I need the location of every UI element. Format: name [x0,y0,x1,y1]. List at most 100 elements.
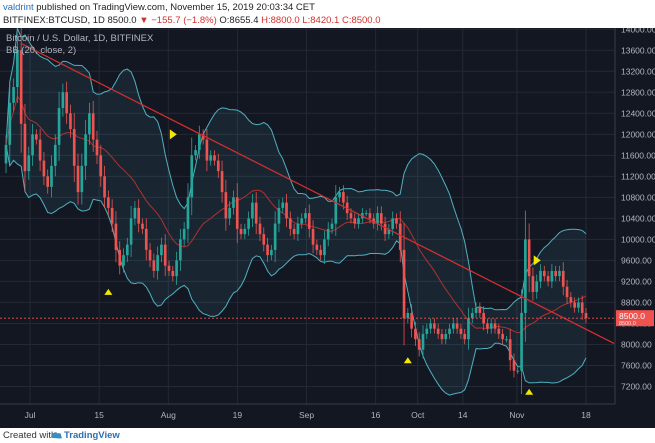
candle-body [285,202,288,219]
grid-lines [0,28,615,408]
candle-body [156,255,159,271]
candle-body [118,249,122,266]
y-tick-label: 8000.00 [621,339,652,349]
candle-body [493,323,497,329]
candle-body [31,134,34,156]
marker-triangle-right [169,129,177,140]
candle-body [266,244,269,256]
candle-body [391,218,394,229]
y-tick-label: 8800.00 [621,297,652,307]
candle-body [148,249,152,261]
candle-body [194,150,197,156]
candle-body [527,239,531,277]
candle-body [103,176,106,198]
candles [4,28,588,395]
candle-body [46,176,50,187]
candle-body [501,333,504,340]
band-lower [5,144,587,396]
candle-body [395,218,398,224]
chart-panel[interactable]: 6800.007200.007600.008000.008400.008800.… [0,28,655,428]
price-change: ▼ −155.7 (−1.8%) [139,15,217,26]
candle-body [235,197,239,229]
y-tick-label: 9200.00 [621,276,652,286]
candle-body [330,223,334,229]
x-tick-label: Nov [509,410,525,420]
candle-body [80,165,84,193]
candle-body [16,50,19,88]
chart-header: valdrint published on TradingView.com, N… [0,0,655,28]
candle-body [186,197,190,229]
candle-body [577,302,580,308]
y-tick-label: 11600.00 [621,150,655,160]
candle-body [251,202,254,219]
candle-body [23,123,27,172]
candle-body [436,328,440,334]
ohlc-open: O:8655.4 [219,15,259,26]
candle-body [520,312,523,371]
candle-body [57,108,61,145]
candle-body [228,207,231,219]
candle-body [84,134,87,166]
candle-body [213,155,216,161]
candle-body [535,281,539,292]
candle-body [4,144,8,164]
chart-title: Bitcoin / U.S. Dollar, 1D, BITFINEX [6,33,154,44]
tradingview-brand-link[interactable]: TradingView [64,430,120,441]
candle-body [110,207,114,224]
candle-body [216,160,220,172]
candle-body [421,333,425,350]
candle-body [99,155,103,177]
username-link[interactable]: valdrint [3,2,34,13]
candle-body [247,218,250,229]
candle-body [349,213,353,219]
x-tick-label: 15 [94,410,104,420]
candle-body [315,244,319,250]
candle-body [516,370,520,372]
candle-body [133,207,137,219]
candle-body [387,228,391,235]
candle-body [531,276,535,292]
symbol-line: BITFINEX:BTCUSD, 1D 8500.0 ▼ −155.7 (−1.… [3,15,381,26]
candle-body [470,312,474,319]
candle-body [91,113,95,140]
y-tick-label: 13600.00 [621,45,655,55]
candle-body [220,171,224,193]
candle-body [383,223,387,235]
footer: Created with TradingView [0,428,655,443]
candle-body [451,323,455,329]
publish-line: valdrint published on TradingView.com, N… [3,2,315,13]
candle-body [440,333,444,340]
candle-body [171,270,175,277]
y-tick-label: 7200.00 [621,381,652,391]
marker-triangle-up [403,357,412,364]
price-chart[interactable]: 6800.007200.007600.008000.008400.008800.… [0,28,655,428]
x-tick-label: Oct [411,410,425,420]
candle-body [554,270,557,277]
candle-body [38,139,42,161]
y-tick-label: 11200.00 [621,171,655,181]
ohlc-low: L:8420.1 [302,15,340,26]
candle-body [524,239,527,313]
candle-body [27,155,31,172]
candle-body [455,323,459,329]
last-price-tag-bg [616,310,654,327]
candle-body [209,155,213,161]
indicator-label: BB (20, close, 2) [6,45,76,56]
x-tick-label: Jul [25,410,36,420]
candle-body [307,213,311,229]
candle-body [107,197,110,208]
y-tick-label: 10000.00 [621,234,655,244]
candle-body [353,218,357,224]
marker-triangle-up [104,288,113,295]
candle-body [163,244,167,266]
candle-body [406,312,410,319]
candle-body [550,270,554,282]
candle-body [61,92,65,109]
candle-body [372,218,376,224]
candle-body [580,302,584,313]
candle-body [65,92,68,114]
candle-body [239,228,243,235]
candle-body [281,202,285,208]
candle-body [288,218,292,229]
candle-body [326,228,330,240]
